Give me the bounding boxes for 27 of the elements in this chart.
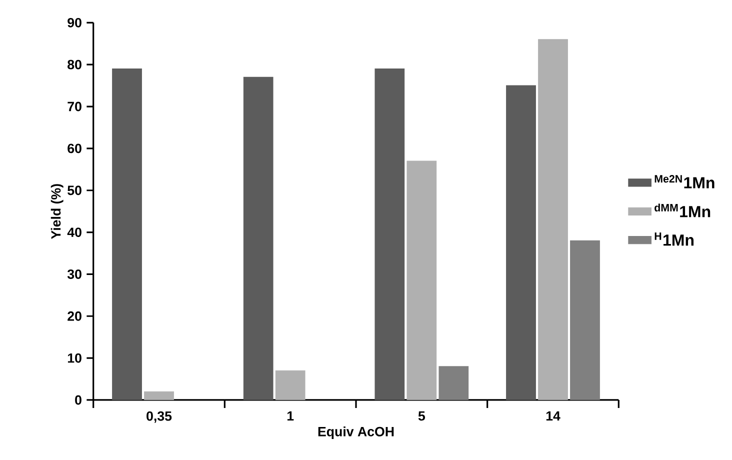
x-tick-label: 0,35 xyxy=(146,411,172,423)
y-axis-title: Yield (%) xyxy=(50,184,64,239)
x-tick-label: 1 xyxy=(287,411,294,421)
legend-label: $^{H}$1Mn xyxy=(654,232,694,246)
y-tick-label: 30 xyxy=(67,269,82,279)
y-tick-label: 0 xyxy=(75,395,82,405)
bar xyxy=(538,39,568,400)
bar xyxy=(144,391,174,400)
y-tick-label: 20 xyxy=(68,311,82,321)
bar xyxy=(506,85,536,400)
legend-label: $^{dMM}$1Mn xyxy=(654,204,710,218)
y-tick-label: 10 xyxy=(68,353,82,363)
bar xyxy=(374,68,405,400)
y-tick-label: 80 xyxy=(68,60,82,70)
x-tick-label: 14 xyxy=(546,411,560,421)
y-tick-label: 70 xyxy=(68,102,82,112)
bar xyxy=(275,370,306,400)
bar xyxy=(406,160,437,400)
y-tick-label: 40 xyxy=(67,228,82,238)
x-axis-title: Equiv AcOH xyxy=(318,426,394,439)
y-tick-label: 50 xyxy=(68,186,82,196)
y-tick-label: 90 xyxy=(68,18,82,28)
bar xyxy=(112,68,142,400)
bar xyxy=(243,76,274,400)
y-tick-label: 60 xyxy=(68,144,82,154)
legend-label: $^{Me2N}$1Mn xyxy=(654,175,714,188)
x-tick-label: 5 xyxy=(418,411,426,421)
